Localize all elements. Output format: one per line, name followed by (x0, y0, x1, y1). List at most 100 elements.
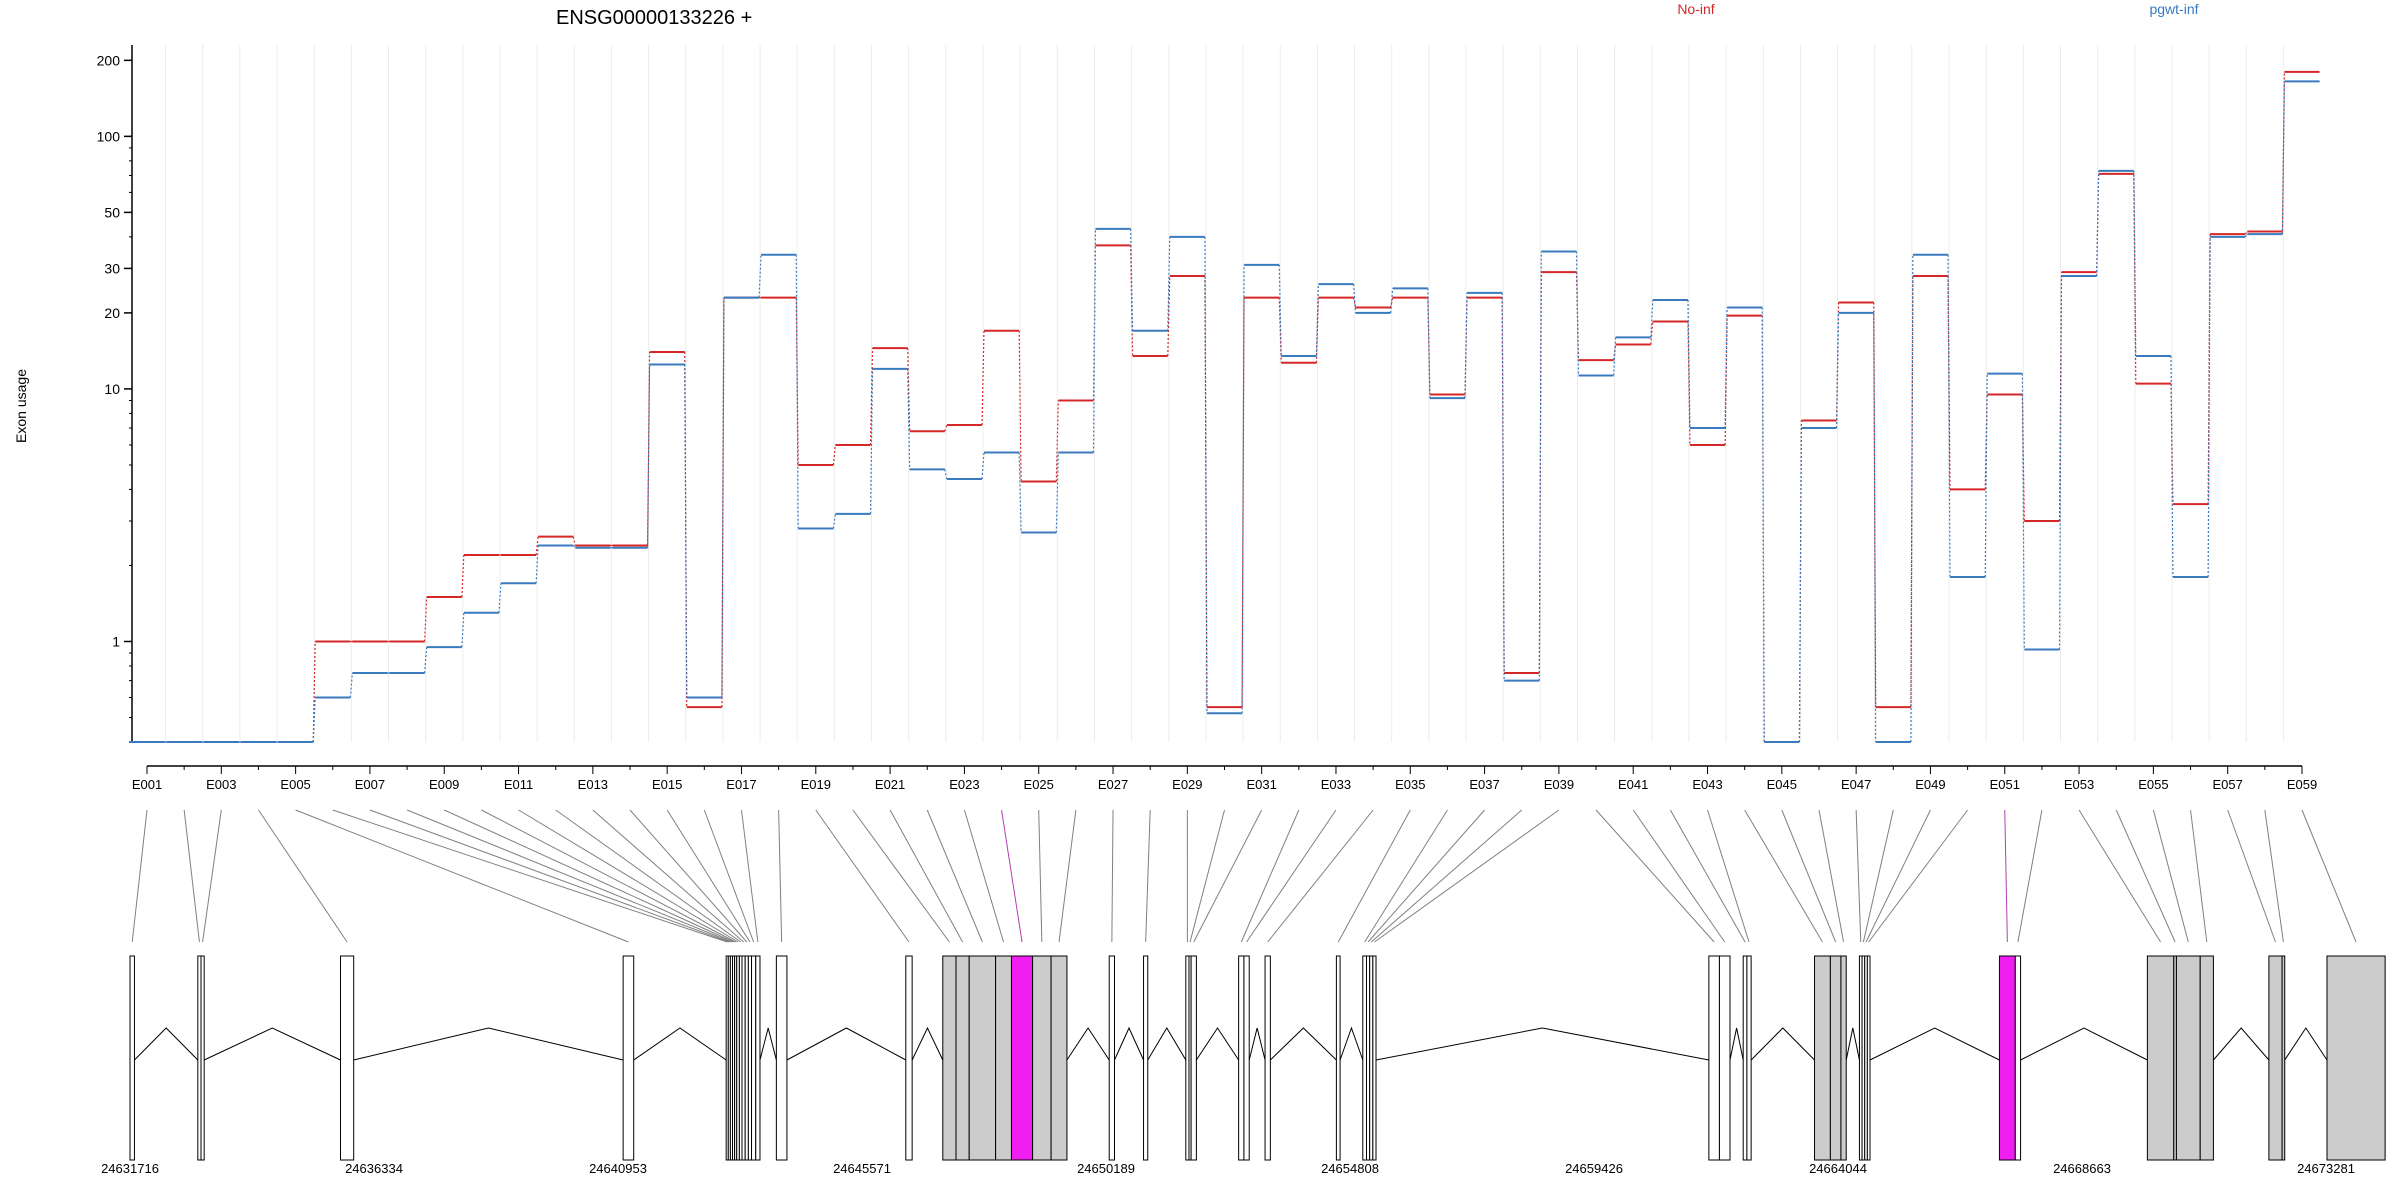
connector-E049 (1865, 809, 1931, 943)
x-tick-label: E035 (1395, 777, 1425, 792)
connector-E054 (2115, 809, 2176, 943)
intron-line (1375, 1027, 1709, 1061)
x-tick-label: E025 (1024, 777, 1054, 792)
series-transition (1873, 302, 1877, 708)
exon-E040 (1708, 955, 1720, 1161)
exon-E042 (1742, 955, 1748, 1161)
series-transition (907, 368, 911, 470)
exon-E001 (129, 955, 135, 1161)
series-transition (349, 673, 353, 698)
series-transition (1724, 307, 1728, 429)
connector-E045 (1781, 809, 1837, 943)
exon-E053 (2146, 955, 2175, 1161)
connector-E041 (1632, 809, 1726, 943)
coordinate-label: 24645571 (833, 1161, 891, 1176)
intron-line (1869, 1027, 2000, 1061)
x-tick-label: E023 (949, 777, 979, 792)
intron-line (1147, 1027, 1187, 1061)
intron-line (1195, 1027, 1240, 1061)
series-transition (944, 469, 948, 480)
intron-line (1066, 1027, 1110, 1061)
x-tick-label: E049 (1915, 777, 1945, 792)
connector-E028 (1145, 809, 1151, 943)
intron-line (1114, 1026, 1145, 1061)
connector-E039 (1374, 809, 1560, 943)
connector-E059 (2301, 809, 2357, 943)
series-transition (869, 348, 874, 445)
exon-E005 (622, 955, 635, 1161)
series-transition (1464, 292, 1468, 399)
connector-E019 (815, 809, 910, 943)
connector-E042 (1669, 809, 1746, 943)
exon-E039 (1372, 955, 1377, 1161)
series-transition (1241, 264, 1245, 714)
x-tick-label: E045 (1767, 777, 1797, 792)
connector-E012 (555, 809, 741, 943)
intron-line (2213, 1027, 2270, 1061)
connector-E013 (592, 809, 744, 943)
x-tick-label: E015 (652, 777, 682, 792)
x-tick-label: E009 (429, 777, 459, 792)
series-transition (1575, 251, 1580, 376)
chart-axes: 1 10 20 30 50 100 200 E001 E003 E005 E007 E009 E011 E… (97, 45, 2317, 792)
y-tick-label: 20 (104, 305, 120, 321)
series-transition (2281, 81, 2286, 235)
series-transition (1910, 254, 1914, 743)
series-transition (1130, 228, 1134, 331)
connector-E032 (1240, 809, 1300, 943)
exon-E041 (1718, 955, 1731, 1161)
exon-E052 (2014, 955, 2022, 1161)
connector-E037 (1367, 809, 1485, 943)
connector-E014 (629, 809, 748, 943)
connector-E044 (1744, 809, 1823, 943)
series-transition (832, 513, 836, 529)
connector-E011 (518, 809, 739, 943)
exon-E028 (1143, 955, 1149, 1161)
series-transition (1204, 236, 1208, 714)
series-transition (2096, 170, 2100, 277)
connector-E023 (963, 809, 1005, 943)
series-transition (535, 536, 539, 556)
series-transition (646, 364, 651, 548)
x-tick-label: E059 (2287, 777, 2317, 792)
y-tick-label: 1 (112, 633, 120, 649)
connector-E047 (1855, 809, 1862, 943)
x-tick-label: E027 (1098, 777, 1128, 792)
exon-E024 (1010, 955, 1034, 1161)
series-transition (572, 545, 576, 549)
connector-E003 (202, 809, 222, 943)
x-tick-label: E019 (801, 777, 831, 792)
intron-line (353, 1027, 624, 1061)
exon-E021 (955, 955, 970, 1161)
x-tick-label: E031 (1246, 777, 1276, 792)
series-transition (684, 364, 688, 698)
series-transition (2133, 170, 2137, 357)
series-transition (1798, 428, 1803, 743)
exon-E022 (968, 955, 997, 1161)
series-transition (312, 697, 316, 743)
series-transition (721, 297, 725, 708)
connector-E046 (1818, 809, 1845, 943)
series-transition (1947, 275, 1951, 490)
series-transition (1947, 254, 1951, 578)
series-transition (1018, 452, 1022, 533)
series-transition (1501, 292, 1505, 681)
series-transition (1055, 400, 1059, 482)
series-No-inf (129, 70, 2320, 743)
coordinate-label: 24659426 (1565, 1161, 1623, 1176)
exon-E050 (1866, 955, 1871, 1161)
y-tick-label: 200 (97, 52, 121, 68)
exon-E025 (1032, 955, 1052, 1161)
series-transition (1538, 251, 1542, 681)
intron-line (2020, 1027, 2148, 1061)
series-transition (498, 583, 502, 613)
exon-E023 (995, 955, 1012, 1161)
connector-E002 (183, 809, 200, 943)
series-transition (2021, 373, 2025, 650)
exon-E003 (200, 955, 205, 1161)
connector-E030 (1189, 809, 1225, 943)
connector-E026 (1058, 809, 1077, 943)
exon-connector-lines (131, 809, 2357, 943)
x-tick-label: E029 (1172, 777, 1202, 792)
coordinate-label: 24668663 (2053, 1161, 2111, 1176)
